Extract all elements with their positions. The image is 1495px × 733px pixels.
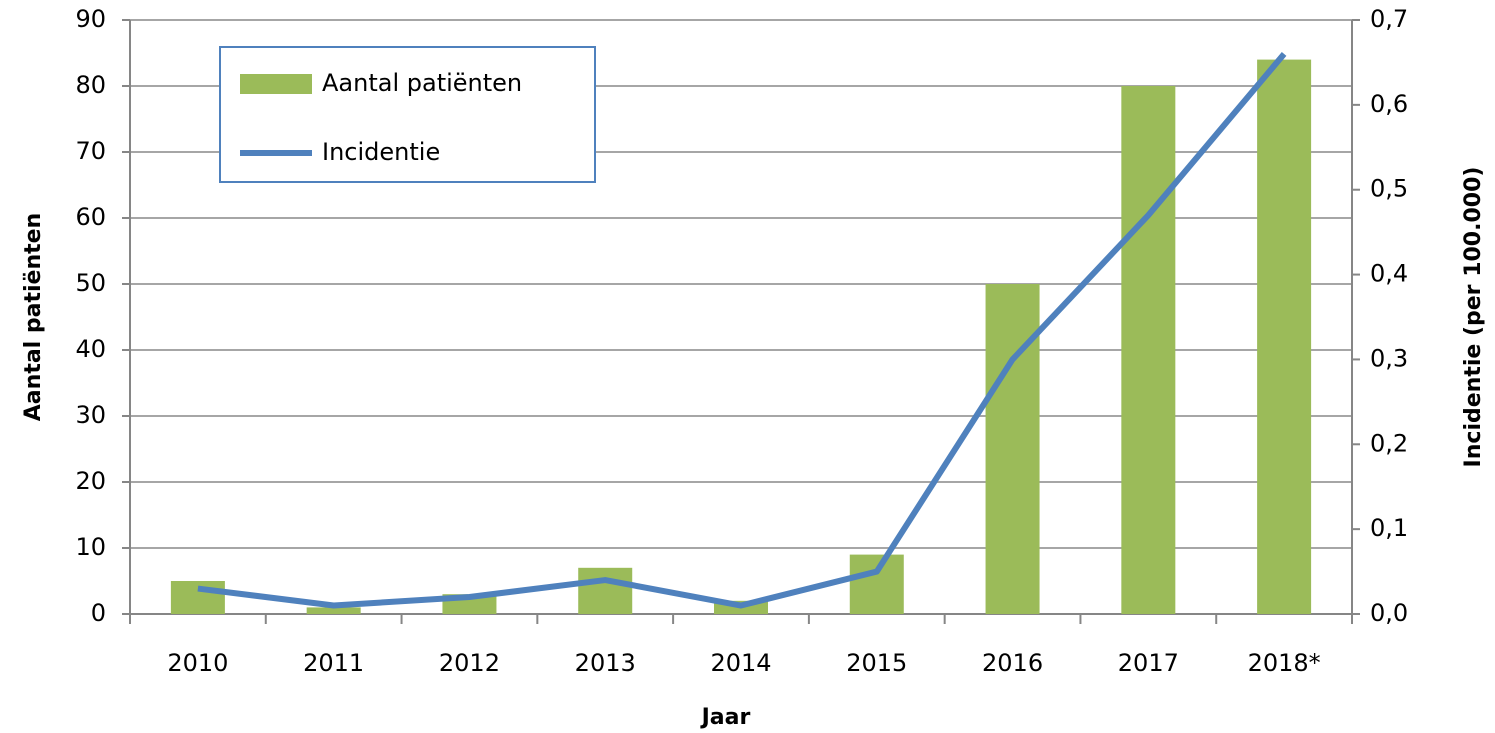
y-tick-label: 70 — [75, 137, 106, 165]
x-tick-label: 2015 — [846, 649, 907, 677]
x-tick-label: 2017 — [1118, 649, 1179, 677]
x-tick-label: 2010 — [167, 649, 228, 677]
bar — [578, 567, 633, 614]
bar — [985, 284, 1040, 614]
y2-tick-label: 0,1 — [1370, 514, 1408, 542]
y-tick-label: 10 — [75, 533, 106, 561]
y2-tick-label: 0,5 — [1370, 175, 1408, 203]
bar — [170, 581, 225, 614]
y-tick-label: 20 — [75, 467, 106, 495]
y2-tick-label: 0,6 — [1370, 90, 1408, 118]
y-tick-label: 40 — [75, 335, 106, 363]
x-tick-label: 2013 — [575, 649, 636, 677]
x-tick-label: 2016 — [982, 649, 1043, 677]
bar — [849, 554, 904, 614]
legend-swatch — [240, 74, 312, 94]
y2-tick-label: 0,2 — [1370, 429, 1408, 457]
line — [197, 52, 1287, 609]
legend-label: Incidentie — [322, 138, 440, 166]
bar — [1257, 59, 1312, 615]
legend-label: Aantal patiënten — [322, 69, 522, 97]
y-tick-label: 90 — [75, 5, 106, 33]
y2-tick-label: 0,3 — [1370, 344, 1408, 372]
y2-tick-label: 0,0 — [1370, 599, 1408, 627]
bar — [1121, 86, 1176, 614]
y-tick-label: 0 — [91, 599, 106, 627]
x-tick-label: 2012 — [439, 649, 500, 677]
y-axis-title: Aantal patiënten — [21, 213, 46, 421]
y-tick-label: 30 — [75, 401, 106, 429]
x-tick-label: 2011 — [303, 649, 364, 677]
x-tick-label: 2014 — [710, 649, 771, 677]
y2-tick-label: 0,4 — [1370, 260, 1408, 288]
bar — [306, 607, 361, 614]
x-tick-label: 2018* — [1248, 649, 1321, 677]
x-axis-title: Jaar — [700, 705, 751, 730]
legend-box — [219, 46, 596, 183]
y-tick-label: 50 — [75, 269, 106, 297]
y2-tick-label: 0,7 — [1370, 5, 1408, 33]
y-tick-label: 60 — [75, 203, 106, 231]
y-tick-label: 80 — [75, 71, 106, 99]
y2-axis-title: Incidentie (per 100.000) — [1461, 167, 1486, 468]
